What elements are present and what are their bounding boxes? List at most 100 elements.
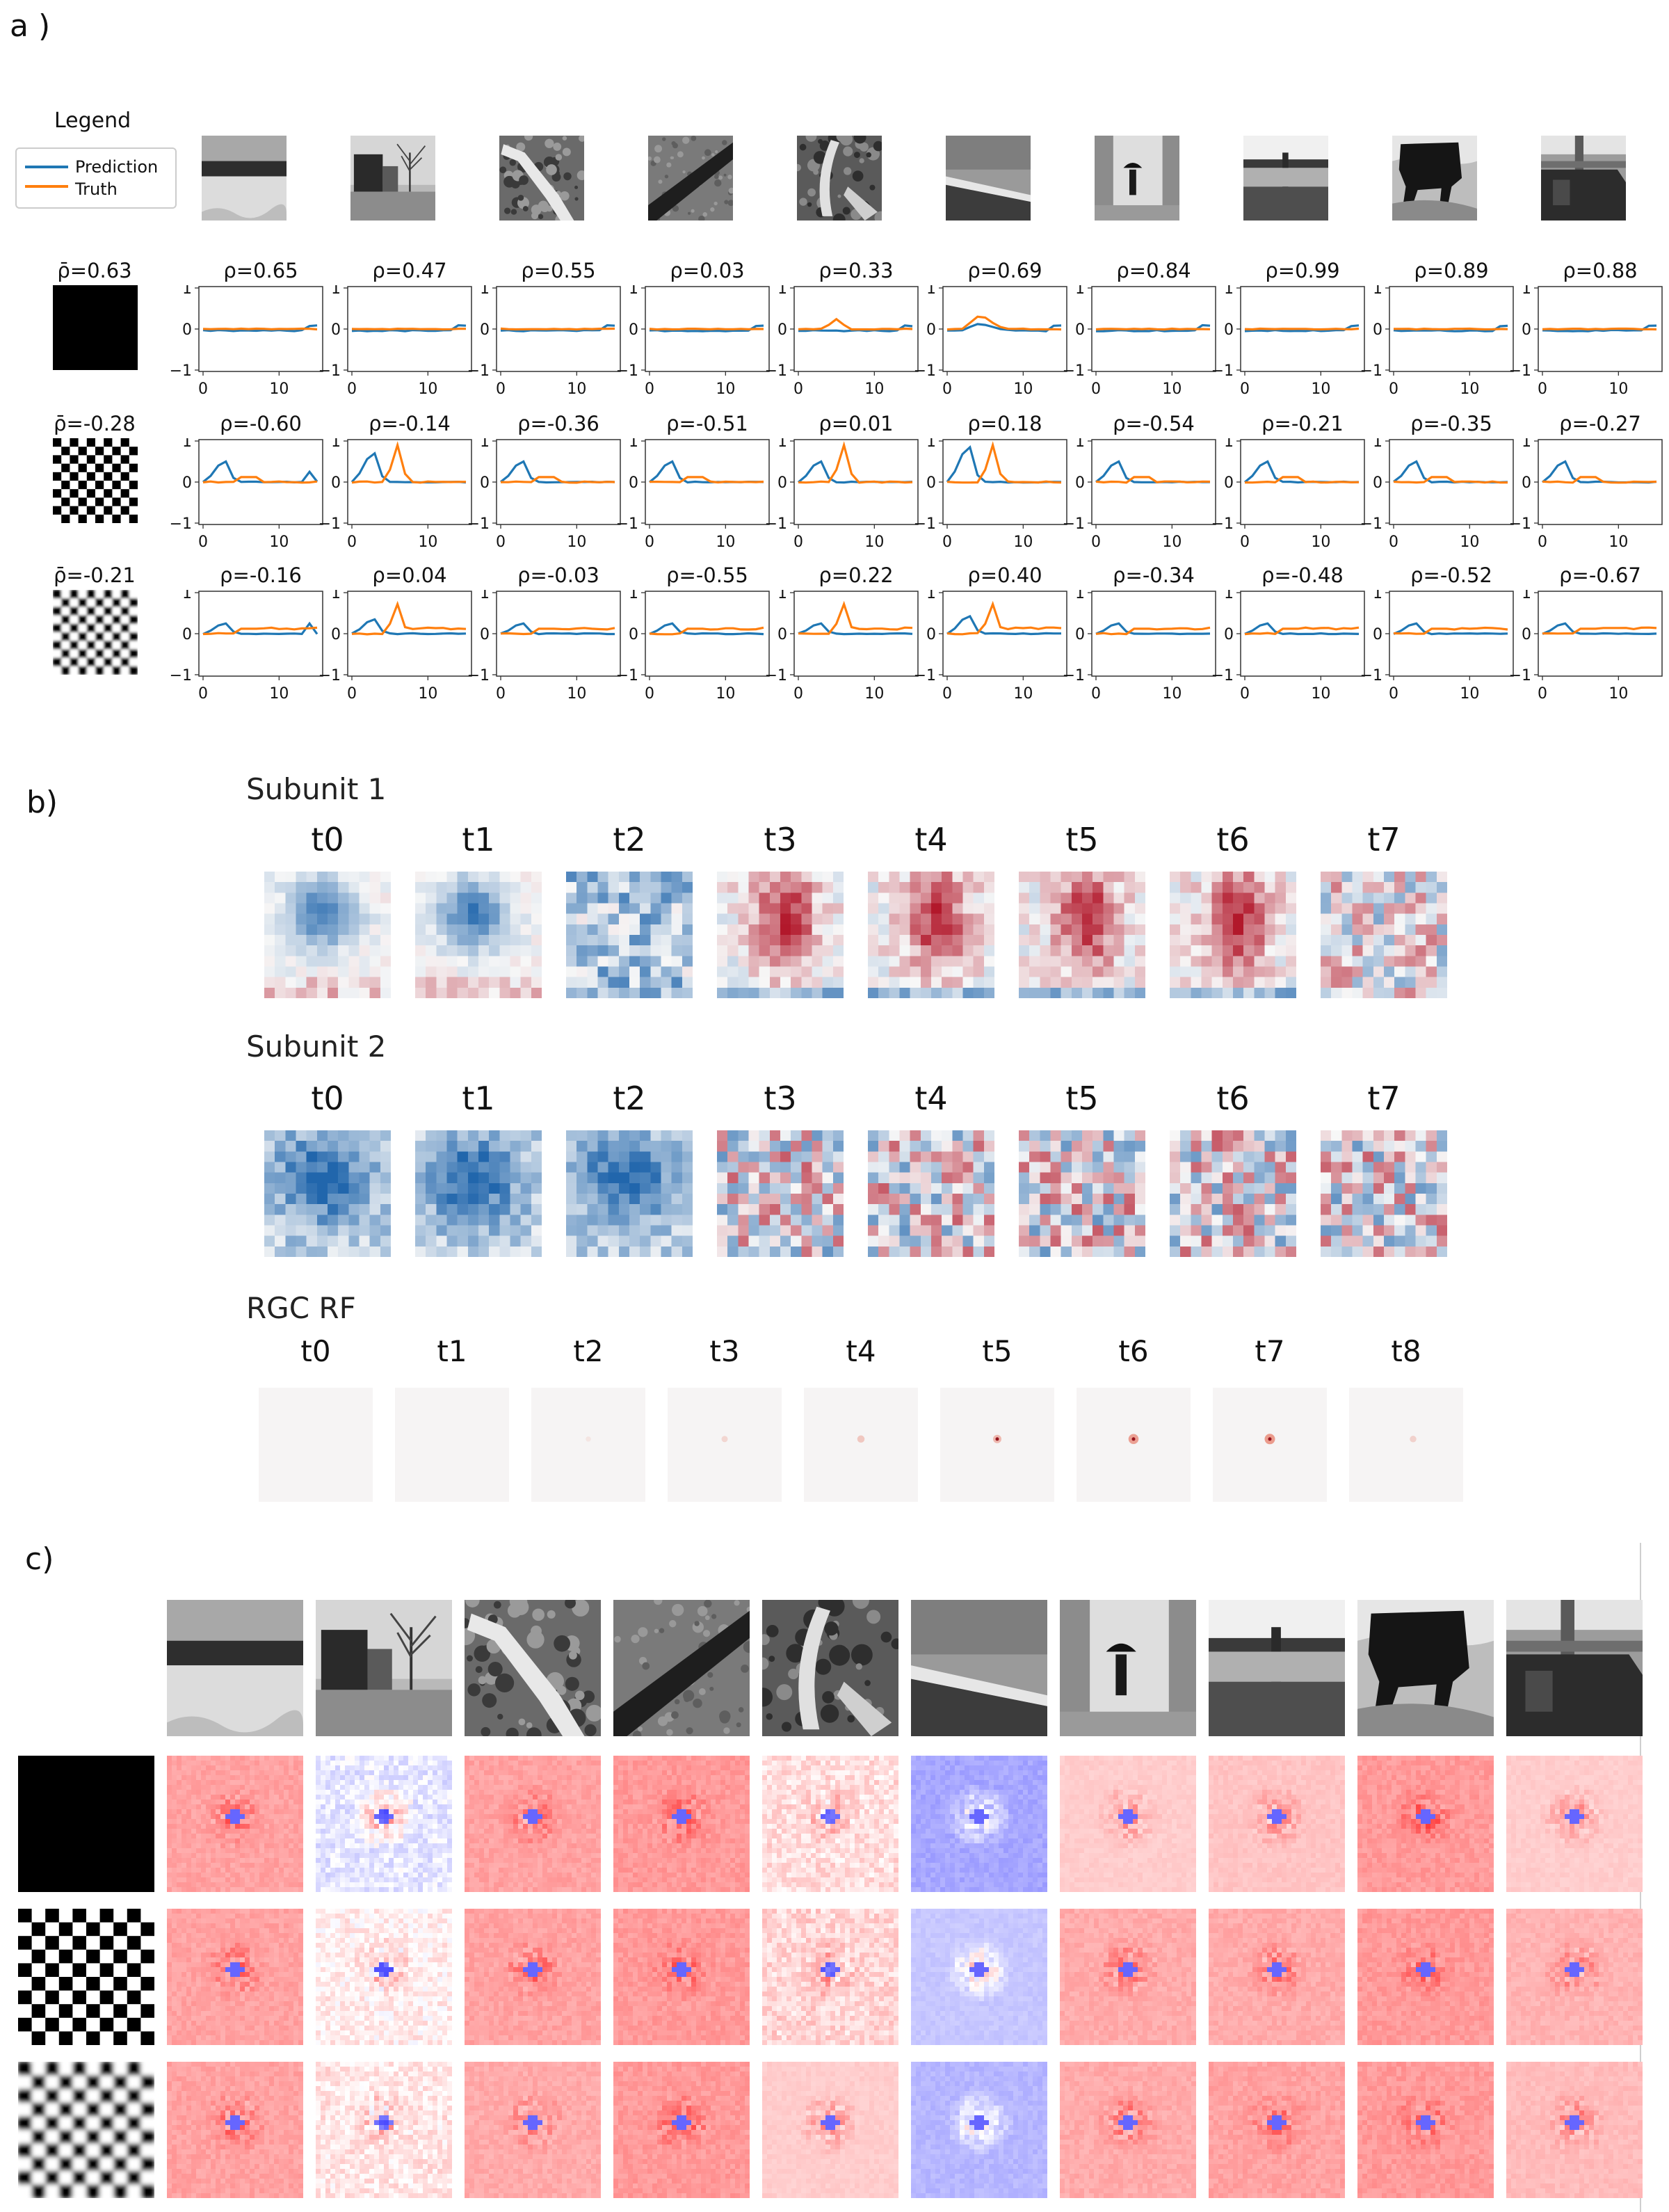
scene-thumbnail bbox=[911, 1600, 1047, 1736]
prediction-trace bbox=[1393, 622, 1508, 636]
time-label: t0 bbox=[250, 1080, 405, 1117]
trace-plot: 1 0 −1 0 10 bbox=[912, 433, 1078, 572]
x-tick-label: 0 bbox=[1091, 685, 1101, 703]
prediction-trace bbox=[649, 324, 764, 332]
x-tick-label: 10 bbox=[567, 380, 586, 398]
x-tick-label: 0 bbox=[1538, 534, 1547, 551]
x-tick-label: 10 bbox=[418, 380, 437, 398]
y-tick-label: 0 bbox=[629, 321, 638, 339]
truth-trace bbox=[946, 441, 1062, 484]
subunit2-filter-map bbox=[1321, 1130, 1448, 1258]
stimulus-black bbox=[18, 1756, 154, 1892]
truth-trace bbox=[1244, 327, 1360, 331]
truth-trace bbox=[1244, 626, 1360, 636]
truth-trace bbox=[798, 317, 913, 331]
x-tick-label: 10 bbox=[418, 534, 437, 551]
x-tick-label: 0 bbox=[645, 380, 654, 398]
rgc-rf-map bbox=[395, 1388, 509, 1502]
y-tick-label: −1 bbox=[1509, 515, 1531, 533]
scene-thumbnail bbox=[797, 136, 882, 221]
x-tick-label: 10 bbox=[1013, 685, 1033, 703]
subunit2-filter-map bbox=[1170, 1130, 1297, 1258]
y-tick-label: 0 bbox=[480, 321, 490, 339]
prediction-trace bbox=[1542, 324, 1657, 332]
prediction-trace bbox=[1244, 324, 1360, 332]
truth-trace bbox=[1393, 626, 1508, 635]
mean-correlation: ρ̄=-0.21 bbox=[39, 563, 150, 587]
gradient-map bbox=[167, 1909, 304, 2046]
scene-thumbnail bbox=[1357, 1600, 1494, 1736]
y-tick-label: −1 bbox=[1360, 362, 1382, 380]
x-tick-label: 10 bbox=[1311, 380, 1330, 398]
gradient-map bbox=[1060, 1909, 1197, 2046]
y-tick-label: 0 bbox=[629, 474, 638, 492]
prediction-trace bbox=[946, 614, 1061, 636]
subunit1-filter-map bbox=[264, 872, 392, 999]
y-tick-label: 0 bbox=[182, 626, 192, 643]
correlation-label: ρ=0.22 bbox=[787, 563, 925, 587]
subunit2-title: Subunit 2 bbox=[246, 1029, 386, 1064]
x-tick-label: 10 bbox=[567, 534, 586, 551]
y-tick-label: 0 bbox=[1224, 474, 1234, 492]
x-tick-label: 0 bbox=[198, 685, 208, 703]
correlation-label: ρ=-0.27 bbox=[1531, 412, 1669, 435]
trace-plot: 1 0 −1 0 10 bbox=[1061, 280, 1227, 419]
trace-plot: 1 0 −1 0 10 bbox=[466, 280, 631, 419]
x-tick-label: 0 bbox=[1389, 534, 1398, 551]
x-tick-label: 10 bbox=[716, 534, 735, 551]
x-tick-label: 0 bbox=[198, 380, 208, 398]
y-tick-label: 0 bbox=[1373, 321, 1382, 339]
gradient-map bbox=[465, 1756, 602, 1893]
stimulus-checker-blurred bbox=[53, 590, 138, 675]
truth-trace bbox=[1095, 476, 1211, 484]
y-tick-label: 0 bbox=[777, 474, 787, 492]
truth-trace bbox=[351, 441, 466, 484]
x-tick-label: 0 bbox=[1091, 534, 1101, 551]
y-tick-label: 1 bbox=[1075, 590, 1085, 602]
y-tick-label: 0 bbox=[777, 626, 787, 643]
trace-plot: 1 0 −1 0 10 bbox=[168, 585, 334, 723]
y-tick-label: 1 bbox=[1075, 285, 1085, 298]
subunit1-title: Subunit 1 bbox=[246, 772, 386, 806]
x-tick-label: 0 bbox=[1240, 534, 1250, 551]
truth-trace bbox=[500, 476, 615, 484]
truth-trace bbox=[500, 627, 615, 636]
gradient-map bbox=[613, 2062, 750, 2199]
legend: Prediction Truth bbox=[15, 147, 177, 209]
correlation-label: ρ=-0.48 bbox=[1234, 563, 1371, 587]
gradient-map bbox=[762, 1756, 899, 1893]
trace-plot: 1 0 −1 0 10 bbox=[1359, 433, 1524, 572]
truth-trace bbox=[649, 626, 764, 636]
trace-plot: 1 0 −1 0 10 bbox=[912, 280, 1078, 419]
scene-thumbnail bbox=[648, 136, 733, 221]
gradient-map bbox=[465, 1909, 602, 2046]
scene-thumbnail bbox=[1541, 136, 1626, 221]
mean-correlation: ρ̄=-0.28 bbox=[39, 412, 150, 435]
correlation-label: ρ=-0.54 bbox=[1085, 412, 1223, 435]
x-tick-label: 0 bbox=[1389, 380, 1398, 398]
time-label: t3 bbox=[703, 1080, 857, 1117]
stimulus-checker-blurred bbox=[18, 2062, 154, 2198]
trace-plot: 1 0 −1 0 10 bbox=[168, 433, 334, 572]
y-tick-label: −1 bbox=[170, 515, 192, 533]
y-tick-label: −1 bbox=[765, 515, 787, 533]
scene-thumbnail bbox=[946, 136, 1031, 221]
y-tick-label: 0 bbox=[480, 474, 490, 492]
subunit1-filter-map bbox=[1019, 872, 1146, 999]
y-tick-label: −1 bbox=[319, 515, 341, 533]
trace-plot: 1 0 −1 0 10 bbox=[1508, 585, 1669, 723]
rgc-time-label: t4 bbox=[790, 1334, 932, 1368]
correlation-label: ρ=-0.16 bbox=[192, 563, 330, 587]
subunit1-filter-map bbox=[1321, 872, 1448, 999]
y-tick-label: 1 bbox=[1224, 438, 1234, 451]
legend-truth-label: Truth bbox=[75, 179, 118, 199]
gradient-map bbox=[316, 1909, 453, 2046]
y-tick-label: 1 bbox=[1224, 285, 1234, 298]
gradient-map bbox=[613, 1909, 750, 2046]
y-tick-label: 1 bbox=[1522, 285, 1531, 298]
x-tick-label: 0 bbox=[198, 534, 208, 551]
y-tick-label: −1 bbox=[467, 515, 490, 533]
x-tick-label: 10 bbox=[567, 685, 586, 703]
y-tick-label: 1 bbox=[331, 438, 341, 451]
x-tick-label: 10 bbox=[1162, 380, 1182, 398]
